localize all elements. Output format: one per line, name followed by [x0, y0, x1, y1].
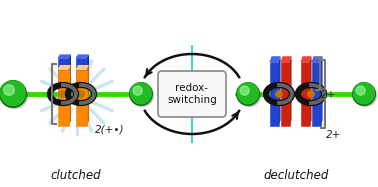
Text: declutched: declutched	[263, 169, 328, 182]
Circle shape	[356, 86, 365, 95]
Polygon shape	[57, 58, 68, 98]
Circle shape	[129, 82, 153, 106]
Circle shape	[307, 91, 314, 97]
Text: redox-
switching: redox- switching	[167, 83, 217, 105]
Polygon shape	[280, 56, 291, 62]
Polygon shape	[87, 65, 89, 126]
Polygon shape	[301, 56, 311, 62]
Polygon shape	[310, 56, 311, 126]
Polygon shape	[279, 56, 280, 126]
Polygon shape	[68, 54, 71, 98]
Polygon shape	[311, 56, 322, 62]
Circle shape	[0, 80, 26, 106]
Circle shape	[4, 85, 14, 95]
Polygon shape	[76, 70, 87, 126]
Circle shape	[276, 91, 282, 97]
Circle shape	[132, 84, 153, 106]
Circle shape	[77, 90, 85, 98]
Circle shape	[353, 82, 375, 105]
Circle shape	[2, 83, 28, 109]
Polygon shape	[280, 62, 290, 126]
Polygon shape	[68, 65, 71, 126]
Polygon shape	[311, 62, 321, 126]
Circle shape	[65, 84, 89, 108]
Polygon shape	[76, 65, 89, 70]
FancyBboxPatch shape	[158, 71, 226, 117]
Circle shape	[59, 90, 67, 98]
Circle shape	[133, 86, 142, 95]
Circle shape	[352, 82, 376, 106]
Circle shape	[239, 84, 260, 106]
Circle shape	[237, 82, 259, 105]
Circle shape	[0, 80, 27, 108]
Polygon shape	[301, 62, 310, 126]
Text: 2+: 2+	[321, 90, 336, 100]
Polygon shape	[87, 54, 89, 98]
Circle shape	[130, 82, 152, 105]
Text: clutched: clutched	[50, 169, 101, 182]
Polygon shape	[270, 56, 280, 62]
Polygon shape	[57, 54, 71, 58]
Circle shape	[355, 84, 376, 106]
Polygon shape	[76, 54, 89, 58]
Polygon shape	[290, 56, 291, 126]
Circle shape	[236, 82, 260, 106]
Text: 2+: 2+	[325, 130, 341, 140]
Polygon shape	[57, 65, 71, 70]
Circle shape	[70, 89, 84, 103]
Polygon shape	[76, 58, 87, 98]
Text: 2(+•): 2(+•)	[94, 124, 124, 134]
Polygon shape	[321, 56, 322, 126]
Circle shape	[240, 86, 249, 95]
Polygon shape	[270, 62, 279, 126]
Polygon shape	[57, 70, 68, 126]
